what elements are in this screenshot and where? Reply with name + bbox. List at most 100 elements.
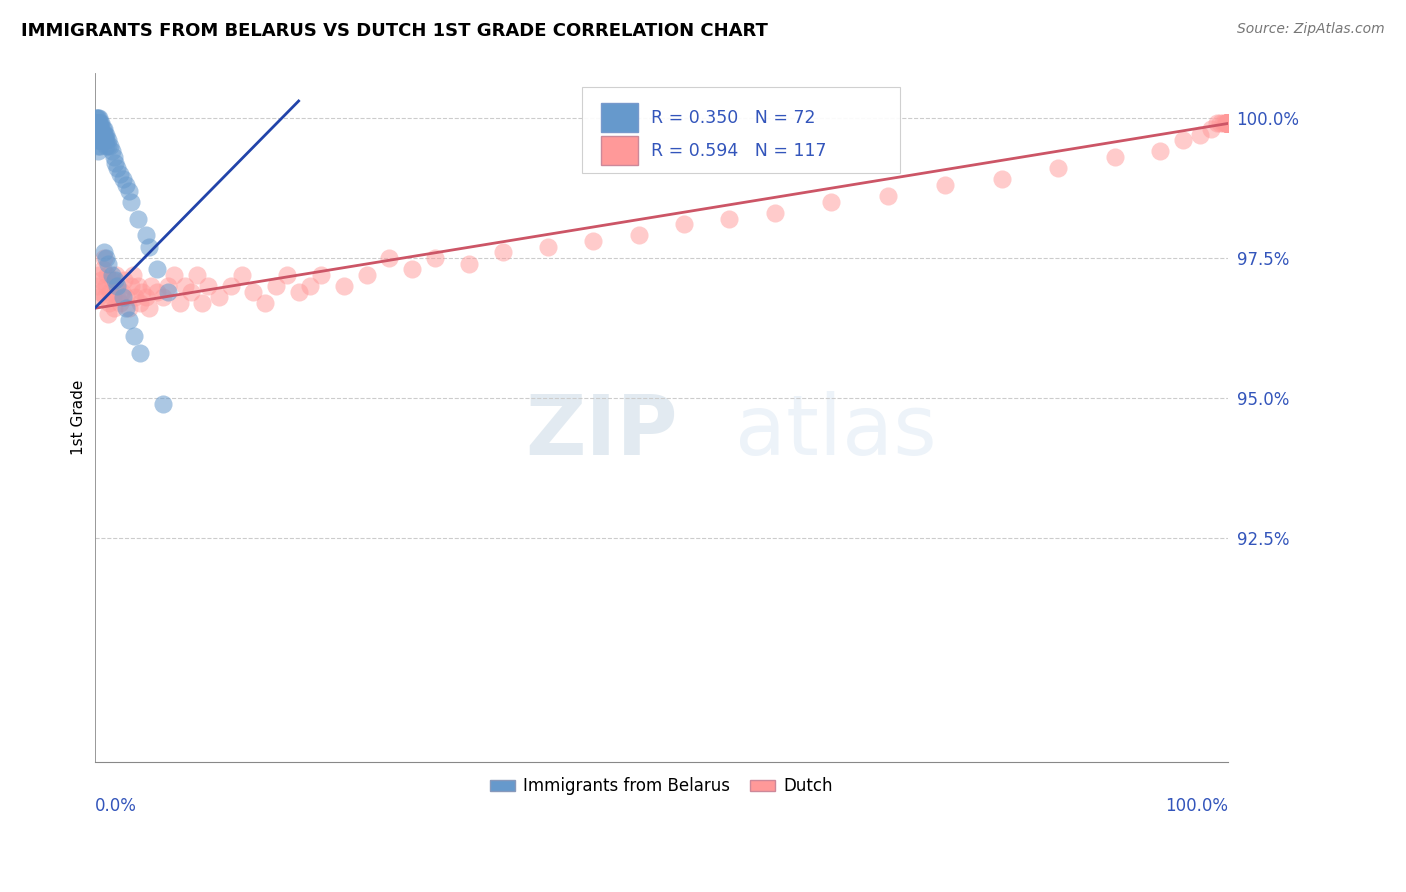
Point	[120, 279, 142, 293]
Point	[100, 285, 122, 299]
Point	[117, 312, 139, 326]
Point	[100, 138, 122, 153]
Point	[127, 279, 149, 293]
Point	[208, 290, 231, 304]
Point	[457, 256, 479, 270]
Point	[87, 128, 110, 142]
Text: R = 0.594   N = 117: R = 0.594 N = 117	[651, 142, 827, 160]
Point	[89, 116, 111, 130]
Point	[122, 329, 145, 343]
Point	[990, 172, 1012, 186]
Point	[169, 295, 191, 310]
Point	[1216, 116, 1239, 130]
Point	[117, 301, 139, 316]
Point	[1206, 116, 1229, 130]
Point	[1216, 116, 1239, 130]
Point	[276, 268, 298, 282]
Point	[129, 346, 152, 360]
Point	[253, 295, 276, 310]
Point	[89, 285, 111, 299]
Point	[1216, 116, 1239, 130]
Point	[103, 301, 125, 316]
Point	[1216, 116, 1239, 130]
Point	[1201, 122, 1223, 136]
Point	[86, 128, 108, 142]
Text: atlas: atlas	[735, 391, 936, 472]
Point	[1216, 116, 1239, 130]
Point	[87, 268, 110, 282]
Point	[1216, 116, 1239, 130]
FancyBboxPatch shape	[582, 87, 900, 173]
Point	[86, 111, 108, 125]
Point	[231, 268, 253, 282]
Point	[423, 251, 446, 265]
Point	[94, 290, 117, 304]
Point	[86, 133, 108, 147]
Point	[93, 128, 115, 142]
Point	[90, 133, 112, 147]
Point	[93, 245, 115, 260]
Point	[1209, 116, 1232, 130]
Point	[191, 295, 214, 310]
Text: IMMIGRANTS FROM BELARUS VS DUTCH 1ST GRADE CORRELATION CHART: IMMIGRANTS FROM BELARUS VS DUTCH 1ST GRA…	[21, 22, 768, 40]
Point	[87, 116, 110, 130]
Point	[242, 285, 264, 299]
Point	[673, 217, 696, 231]
Text: Source: ZipAtlas.com: Source: ZipAtlas.com	[1237, 22, 1385, 37]
Text: R = 0.350   N = 72: R = 0.350 N = 72	[651, 109, 815, 127]
Point	[94, 128, 117, 142]
Point	[1216, 116, 1239, 130]
Point	[90, 116, 112, 130]
Point	[582, 234, 605, 248]
Point	[91, 262, 114, 277]
Point	[311, 268, 333, 282]
Point	[87, 145, 110, 159]
Point	[97, 138, 120, 153]
Text: 100.0%: 100.0%	[1166, 797, 1229, 814]
Point	[100, 268, 122, 282]
Point	[97, 256, 120, 270]
Point	[124, 290, 146, 304]
Point	[1216, 116, 1239, 130]
Point	[104, 273, 127, 287]
Point	[103, 150, 125, 164]
Point	[1216, 116, 1239, 130]
Point	[93, 133, 115, 147]
Point	[820, 194, 842, 209]
Point	[111, 285, 134, 299]
Point	[333, 279, 356, 293]
Point	[94, 138, 117, 153]
Point	[90, 128, 112, 142]
Point	[87, 122, 110, 136]
Point	[152, 396, 174, 410]
Point	[1216, 116, 1239, 130]
Point	[718, 211, 741, 226]
Point	[1212, 116, 1234, 130]
Point	[84, 122, 107, 136]
Point	[287, 285, 309, 299]
Point	[111, 172, 134, 186]
Point	[89, 122, 111, 136]
Point	[87, 133, 110, 147]
Point	[1047, 161, 1070, 176]
Point	[146, 262, 169, 277]
Point	[138, 240, 160, 254]
Point	[180, 285, 202, 299]
Point	[219, 279, 242, 293]
Text: 0.0%: 0.0%	[94, 797, 136, 814]
Point	[108, 167, 131, 181]
Point	[100, 273, 122, 287]
Point	[86, 122, 108, 136]
Point	[1216, 116, 1239, 130]
Y-axis label: 1st Grade: 1st Grade	[72, 380, 86, 455]
Point	[104, 155, 127, 169]
Bar	[602, 136, 637, 165]
Point	[105, 161, 128, 176]
Point	[86, 279, 108, 293]
Point	[105, 268, 128, 282]
Point	[1188, 128, 1211, 142]
Point	[111, 290, 134, 304]
Point	[105, 279, 128, 293]
Point	[1216, 116, 1239, 130]
Point	[115, 178, 138, 192]
